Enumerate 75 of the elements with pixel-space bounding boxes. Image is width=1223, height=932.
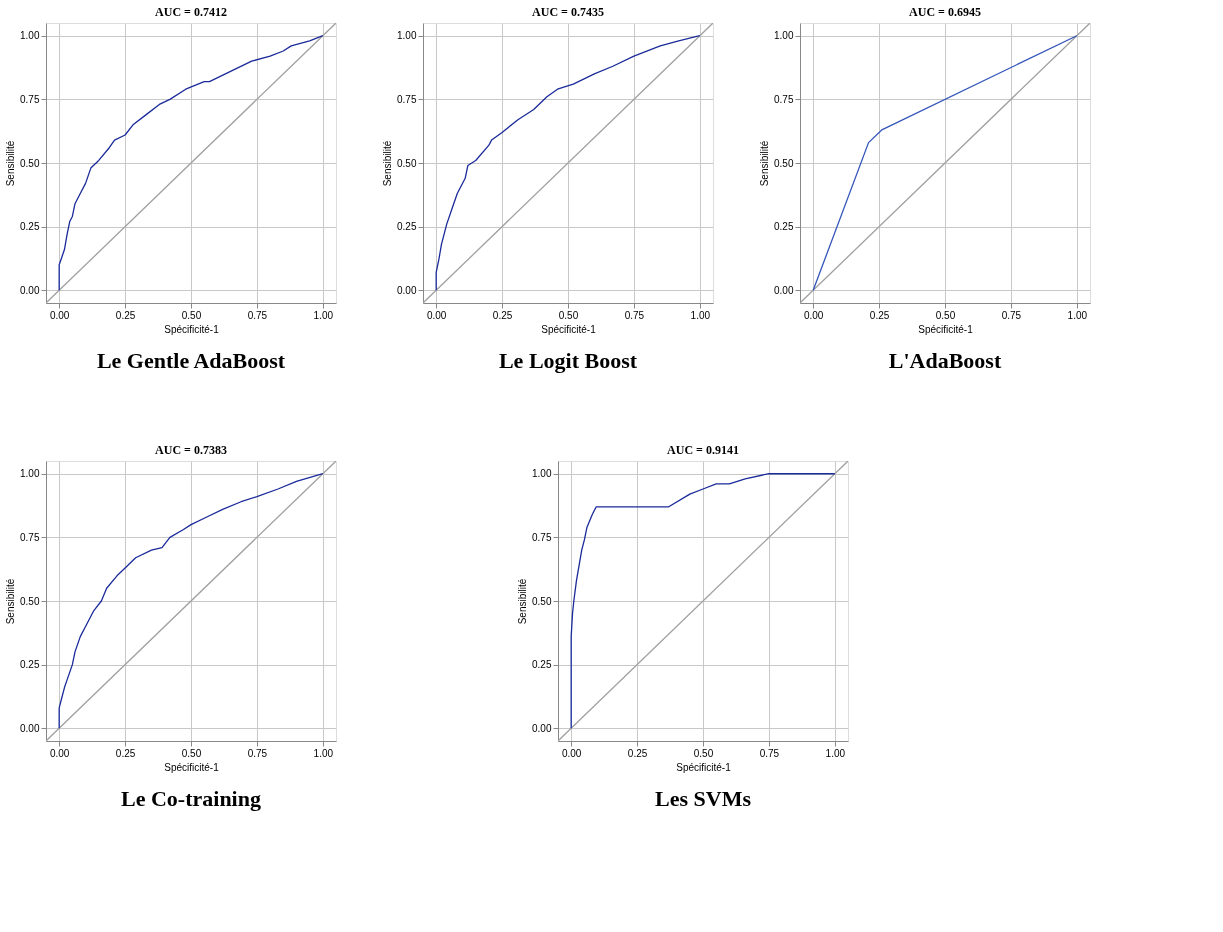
x-axis-title: Spécificité-1 (164, 761, 220, 773)
x-tick-label: 0.00 (49, 747, 70, 759)
y-tick-label: 0.00 (20, 284, 40, 296)
chart-title: AUC = 0.7435 (532, 5, 604, 19)
x-tick-label: 0.00 (426, 309, 447, 321)
y-axis-title: Sensibilité (759, 140, 771, 187)
line-series (570, 473, 836, 729)
x-tick-label: 0.00 (49, 309, 70, 321)
x-tick-label: 0.25 (115, 747, 136, 759)
y-tick-label: 0.75 (397, 93, 417, 105)
line-series (435, 35, 701, 291)
y-tick-label: 0.75 (20, 531, 40, 543)
y-tick-label: 0.25 (774, 221, 794, 233)
y-tick-label: 0.25 (20, 221, 40, 233)
x-tick-label: 1.00 (825, 747, 846, 759)
chart-title: AUC = 0.7412 (155, 5, 227, 19)
y-tick-label: 0.00 (397, 284, 417, 296)
x-tick-label: 1.00 (313, 747, 334, 759)
y-tick-label: 0.50 (20, 595, 40, 607)
y-axis-title: Sensibilité (5, 578, 17, 625)
y-tick-label: 0.75 (532, 531, 552, 543)
y-tick-label: 0.50 (397, 157, 417, 169)
x-tick-label: 1.00 (313, 309, 334, 321)
y-tick-label: 1.00 (20, 30, 40, 42)
x-tick-label: 0.75 (1001, 309, 1022, 321)
y-tick-label: 0.00 (532, 722, 552, 734)
x-axis-title: Spécificité-1 (918, 323, 974, 335)
y-tick-label: 1.00 (774, 30, 794, 42)
text: Le Logit Boost (498, 348, 638, 373)
y-axis-title: Sensibilité (517, 578, 529, 625)
x-tick-label: 0.75 (247, 747, 268, 759)
y-tick-label: 1.00 (397, 30, 417, 42)
x-tick-label: 0.50 (693, 747, 714, 759)
text: Le Co-training (121, 786, 261, 811)
x-tick-label: 0.50 (935, 309, 956, 321)
y-tick-label: 1.00 (532, 468, 552, 480)
x-tick-label: 0.50 (181, 309, 202, 321)
y-tick-label: 0.25 (20, 659, 40, 671)
chart-title: AUC = 0.6945 (909, 5, 981, 19)
y-tick-label: 0.25 (532, 659, 552, 671)
line-series (812, 35, 1078, 291)
y-axis-title: Sensibilité (382, 140, 394, 187)
y-tick-label: 0.25 (397, 221, 417, 233)
x-tick-label: 0.00 (803, 309, 824, 321)
text: Les SVMs (655, 786, 752, 811)
y-axis-title: Sensibilité (5, 140, 17, 187)
x-tick-label: 0.25 (869, 309, 890, 321)
x-tick-label: 0.75 (247, 309, 268, 321)
x-tick-label: 0.50 (558, 309, 579, 321)
x-tick-label: 0.25 (115, 309, 136, 321)
y-tick-label: 1.00 (20, 468, 40, 480)
y-tick-label: 0.00 (20, 722, 40, 734)
y-tick-label: 0.75 (774, 93, 794, 105)
chart-title: AUC = 0.7383 (155, 443, 227, 457)
line-series (58, 473, 324, 729)
x-tick-label: 0.50 (181, 747, 202, 759)
y-tick-label: 0.50 (20, 157, 40, 169)
chart-title: AUC = 0.9141 (667, 443, 739, 457)
y-tick-label: 0.50 (532, 595, 552, 607)
line-series (58, 35, 324, 291)
text: L'AdaBoost (888, 348, 1002, 373)
x-tick-label: 0.25 (627, 747, 648, 759)
y-tick-label: 0.50 (774, 157, 794, 169)
x-tick-label: 0.75 (624, 309, 645, 321)
y-tick-label: 0.00 (774, 284, 794, 296)
x-tick-label: 0.00 (561, 747, 582, 759)
x-axis-title: Spécificité-1 (676, 761, 732, 773)
x-tick-label: 1.00 (1067, 309, 1088, 321)
text: Le Gentle AdaBoost (96, 348, 286, 373)
x-tick-label: 0.75 (759, 747, 780, 759)
y-tick-label: 0.75 (20, 93, 40, 105)
x-axis-title: Spécificité-1 (541, 323, 597, 335)
x-axis-title: Spécificité-1 (164, 323, 220, 335)
x-tick-label: 1.00 (690, 309, 711, 321)
x-tick-label: 0.25 (492, 309, 513, 321)
